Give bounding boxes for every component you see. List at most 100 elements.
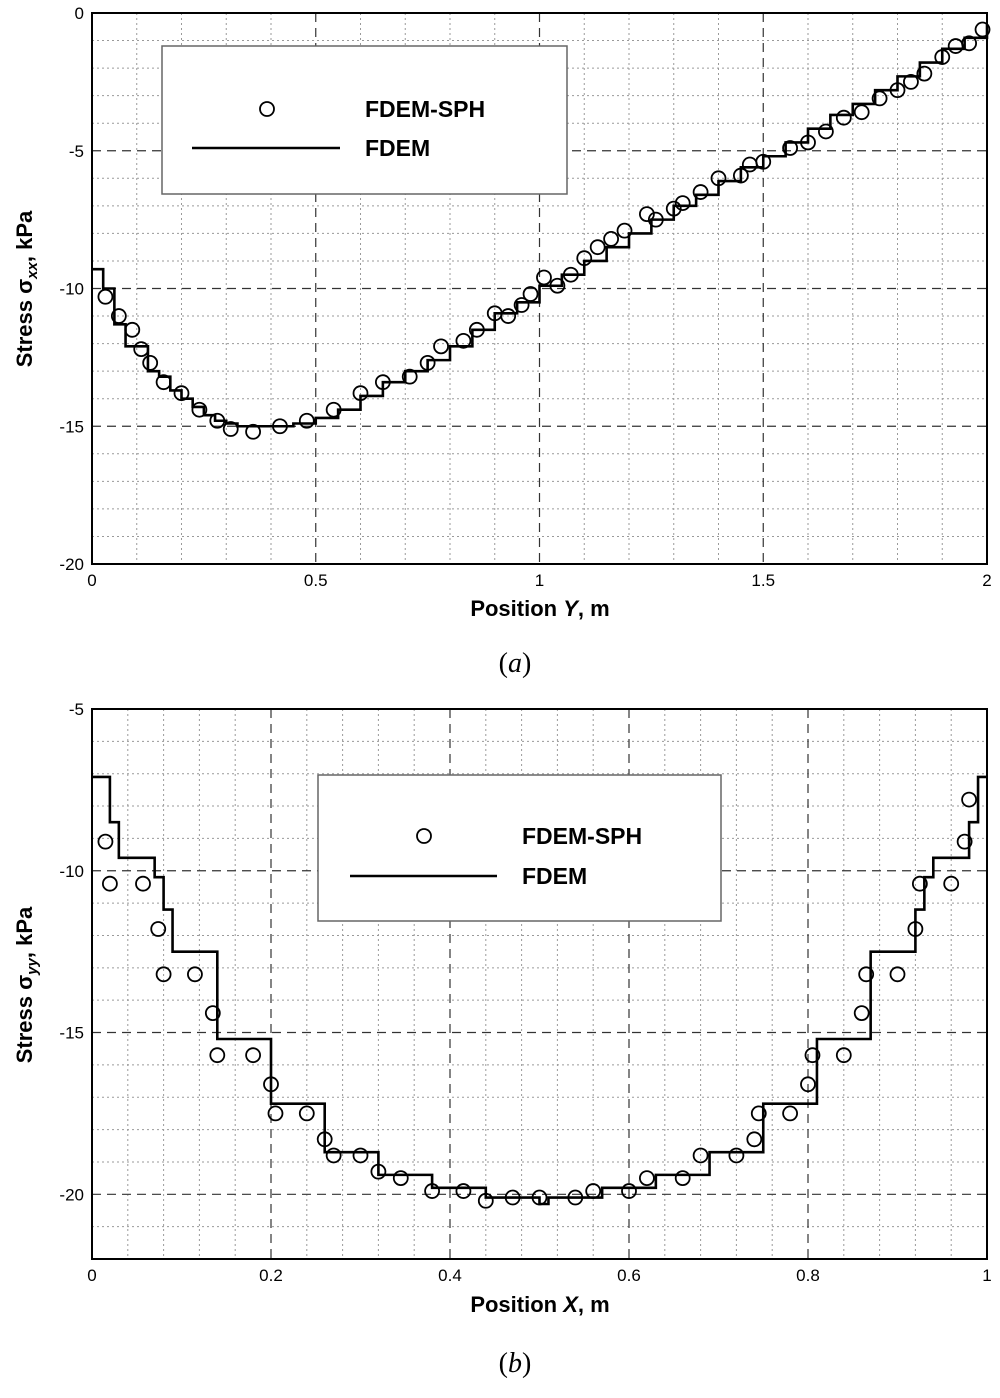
- data-point-fdem-sph: [692, 1147, 709, 1164]
- x-tick-label: 1.5: [751, 571, 775, 590]
- data-point-fdem-sph: [835, 1047, 852, 1064]
- x-tick-label: 0: [87, 1266, 96, 1285]
- y-tick-label: -10: [59, 862, 84, 881]
- data-point-fdem-sph: [961, 35, 977, 52]
- data-point-fdem-sph: [728, 1147, 745, 1164]
- data-point-fdem-sph: [298, 1105, 315, 1122]
- data-point-fdem-sph: [621, 1183, 637, 1199]
- panel-b-chart: 0 0.2 0.4 0.6 0.8 1-5-10-15-20 FDEM-SPH FDEM …: [12, 700, 992, 1379]
- data-point-fdem-sph: [853, 1005, 870, 1022]
- data-point-fdem-sph: [245, 423, 262, 440]
- panel-a-legend: FDEM-SPH FDEM: [161, 45, 568, 195]
- y-tick-label: 0: [75, 4, 84, 23]
- data-point-fdem-sph: [97, 288, 114, 305]
- y-tick-label: -20: [59, 555, 84, 574]
- data-point-fdem-sph: [522, 286, 539, 302]
- panel-a-legend-label-sph: FDEM-SPH: [365, 96, 485, 122]
- data-point-fdem-sph: [674, 195, 691, 211]
- panel-b-tick-labels: 0 0.2 0.4 0.6 0.8 1 -5 -10 -15 -20: [59, 700, 991, 1285]
- panel-a-x-axis-title: Position Y, m: [470, 596, 609, 621]
- x-tick-label: 0.2: [259, 1266, 283, 1285]
- data-point-fdem-sph: [616, 222, 633, 239]
- data-point-fdem-sph: [513, 297, 530, 313]
- panel-b-caption: (b): [499, 1348, 532, 1379]
- data-point-fdem-sph: [433, 338, 449, 355]
- x-tick-label: 0.4: [438, 1266, 462, 1285]
- data-point-fdem-sph: [782, 1105, 798, 1122]
- x-tick-label: 0.8: [796, 1266, 820, 1285]
- panel-b-legend-label-sph: FDEM-SPH: [522, 823, 642, 849]
- data-point-fdem-sph: [589, 239, 606, 256]
- data-point-fdem-sph: [818, 123, 834, 140]
- data-point-fdem-sph: [858, 966, 875, 983]
- panel-a-caption: (a): [499, 648, 532, 679]
- series-line-fdem: [92, 775, 987, 1206]
- data-point-fdem-sph: [209, 1047, 226, 1064]
- x-tick-label: 0: [87, 571, 96, 590]
- panel-a-chart: 0 0.5 1 1.5 2 0 -5 -10 -15 -20 FDEM-SPH FDEM Posi…: [12, 4, 992, 679]
- y-tick-label: -15: [59, 1024, 84, 1043]
- y-tick-label: -10: [59, 280, 84, 299]
- data-point-fdem-sph: [187, 966, 203, 983]
- data-point-fdem-sph: [800, 1076, 816, 1093]
- data-point-fdem-sph: [455, 332, 472, 349]
- data-point-fdem-sph: [835, 109, 852, 126]
- data-point-fdem-sph: [102, 875, 118, 892]
- panel-a-plot-frame: [91, 12, 988, 565]
- panel-a-legend-box: [161, 45, 568, 195]
- data-point-fdem-sph: [961, 791, 977, 808]
- data-point-fdem-sph: [947, 38, 964, 54]
- x-tick-label: 2: [982, 571, 991, 590]
- panel-b-legend-label-fdem: FDEM: [522, 863, 587, 889]
- data-point-fdem-sph: [401, 368, 418, 385]
- panel-a-series: [92, 21, 991, 440]
- panel-a-grid: [92, 13, 987, 564]
- panel-a-legend-marker-circle: [259, 101, 275, 117]
- panel-b-legend-box: [317, 774, 722, 922]
- series-line-fdem: [92, 24, 989, 428]
- data-point-fdem-sph: [916, 65, 933, 82]
- data-point-fdem-sph: [746, 1131, 763, 1148]
- data-point-fdem-sph: [603, 231, 619, 247]
- x-tick-label: 1: [982, 1266, 991, 1285]
- data-point-fdem-sph: [750, 1105, 767, 1122]
- panel-b-y-axis-title: Stress σyy, kPa: [12, 906, 41, 1063]
- data-point-fdem-sph: [956, 833, 973, 850]
- data-point-fdem-sph: [639, 206, 655, 223]
- data-point-fdem-sph: [500, 308, 517, 324]
- data-point-fdem-sph: [755, 153, 772, 170]
- y-tick-label: -20: [59, 1185, 84, 1204]
- panel-b-legend-marker-circle: [416, 828, 432, 844]
- data-point-fdem-sph: [352, 1147, 369, 1164]
- data-point-fdem-sph: [222, 421, 239, 437]
- panel-a-tick-labels: 0 0.5 1 1.5 2 0 -5 -10 -15 -20: [59, 4, 991, 590]
- data-point-fdem-sph: [536, 269, 552, 286]
- data-point-fdem-sph: [298, 412, 315, 429]
- y-tick-label: -15: [59, 417, 84, 436]
- data-point-fdem-sph: [741, 156, 758, 173]
- data-point-fdem-sph: [191, 401, 208, 418]
- data-point-fdem-sph: [325, 1147, 342, 1164]
- y-tick-label: -5: [69, 142, 84, 161]
- panel-a-y-axis-title: Stress σxx, kPa: [12, 210, 41, 367]
- data-point-fdem-sph: [155, 966, 172, 983]
- data-point-fdem-sph: [245, 1047, 262, 1064]
- panel-b-plot-frame: [91, 708, 988, 1260]
- data-point-fdem-sph: [911, 875, 928, 892]
- data-point-fdem-sph: [692, 184, 709, 200]
- y-tick-label: -5: [69, 700, 84, 719]
- data-point-fdem-sph: [135, 875, 151, 892]
- panel-b-x-axis-title: Position X, m: [470, 1292, 609, 1317]
- data-point-fdem-sph: [150, 921, 167, 937]
- data-point-fdem-sph: [853, 104, 870, 121]
- data-point-fdem-sph: [674, 1170, 691, 1187]
- panel-b-legend: FDEM-SPH FDEM: [317, 774, 722, 922]
- data-point-fdem-sph: [173, 385, 190, 402]
- data-point-fdem-sph: [142, 354, 159, 371]
- data-point-fdem-sph: [943, 875, 960, 892]
- data-point-fdem-sph: [782, 140, 798, 156]
- data-point-fdem-sph: [204, 1005, 221, 1022]
- data-point-fdem-sph: [639, 1170, 655, 1187]
- panel-b-series: [92, 775, 987, 1209]
